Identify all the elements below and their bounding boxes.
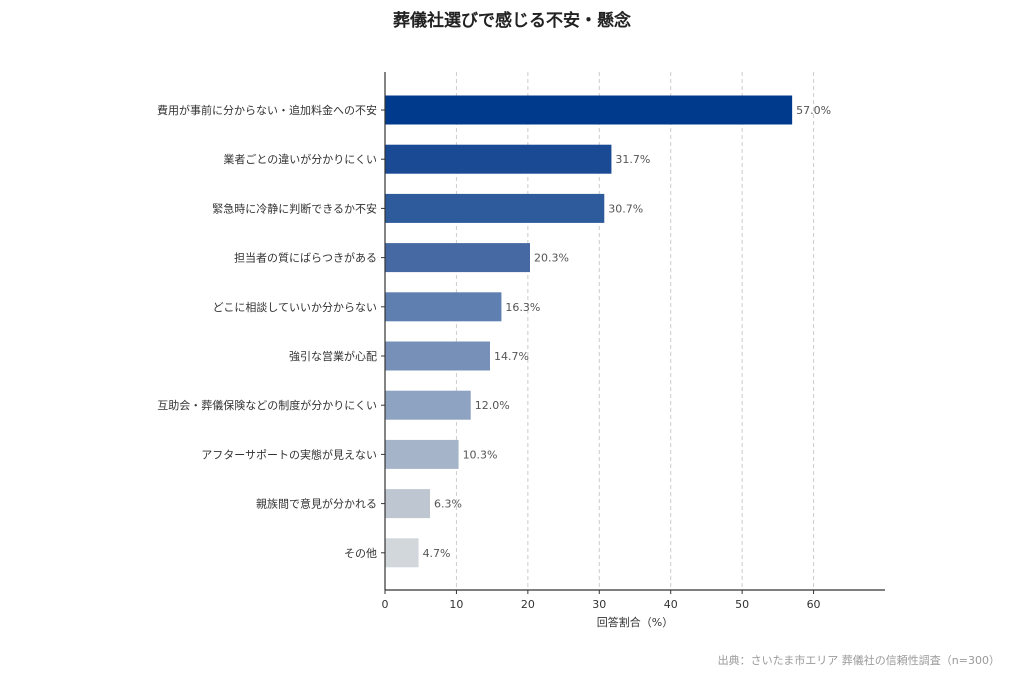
value-label: 14.7% <box>494 350 529 363</box>
x-tick-label: 60 <box>807 598 821 611</box>
x-axis-title: 回答割合（%） <box>597 615 673 629</box>
value-label: 10.3% <box>463 448 498 461</box>
bar <box>385 489 430 519</box>
category-labels: 費用が事前に分からない・追加料金への不安業者ごとの違いが分かりにくい緊急時に冷静… <box>157 103 377 560</box>
category-label: 強引な営業が心配 <box>289 349 377 363</box>
value-labels: 57.0% 31.7% 30.7% 20.3% 16.3% 14.7% 12.0% 10.3%… <box>423 104 832 560</box>
category-label: 互助会・葬儀保険などの制度が分かりにくい <box>157 398 377 412</box>
source-note: 出典：さいたま市エリア 葬儀社の信頼性調査（n=300） <box>717 654 1000 667</box>
x-tick-label: 10 <box>449 598 463 611</box>
bar <box>385 341 490 371</box>
bar <box>385 439 459 469</box>
category-label: 親族間で意見が分かれる <box>256 497 377 511</box>
value-label: 12.0% <box>475 399 510 412</box>
category-label: 費用が事前に分からない・追加料金への不安 <box>157 103 377 117</box>
category-label: どこに相談していいか分からない <box>213 300 377 314</box>
category-label: アフターサポートの実態が見えない <box>201 447 377 461</box>
bar <box>385 538 419 568</box>
bar <box>385 292 502 322</box>
x-tick-label: 50 <box>735 598 749 611</box>
x-tick-label: 30 <box>592 598 606 611</box>
x-tick-label: 20 <box>521 598 535 611</box>
axes: 0 10 20 30 40 50 60 <box>381 72 885 611</box>
category-label: 緊急時に冷静に判断できるか不安 <box>212 201 377 215</box>
value-label: 4.7% <box>423 547 451 560</box>
value-label: 16.3% <box>505 301 540 314</box>
x-tick-label: 0 <box>382 598 389 611</box>
value-label: 20.3% <box>534 252 569 265</box>
category-label: その他 <box>344 547 377 560</box>
chart-title: 葬儀社選びで感じる不安・懸念 <box>393 11 631 31</box>
category-label: 担当者の質にばらつきがある <box>234 251 377 265</box>
bar <box>385 95 793 125</box>
category-label: 業者ごとの違いが分かりにくい <box>223 152 377 166</box>
value-label: 6.3% <box>434 498 462 511</box>
value-label: 30.7% <box>608 202 643 215</box>
x-tick-label: 40 <box>664 598 678 611</box>
value-label: 31.7% <box>615 153 650 166</box>
bar <box>385 243 530 273</box>
bar <box>385 390 471 420</box>
bar <box>385 144 612 174</box>
bar <box>385 193 605 223</box>
bars <box>385 95 793 568</box>
value-label: 57.0% <box>796 104 831 117</box>
